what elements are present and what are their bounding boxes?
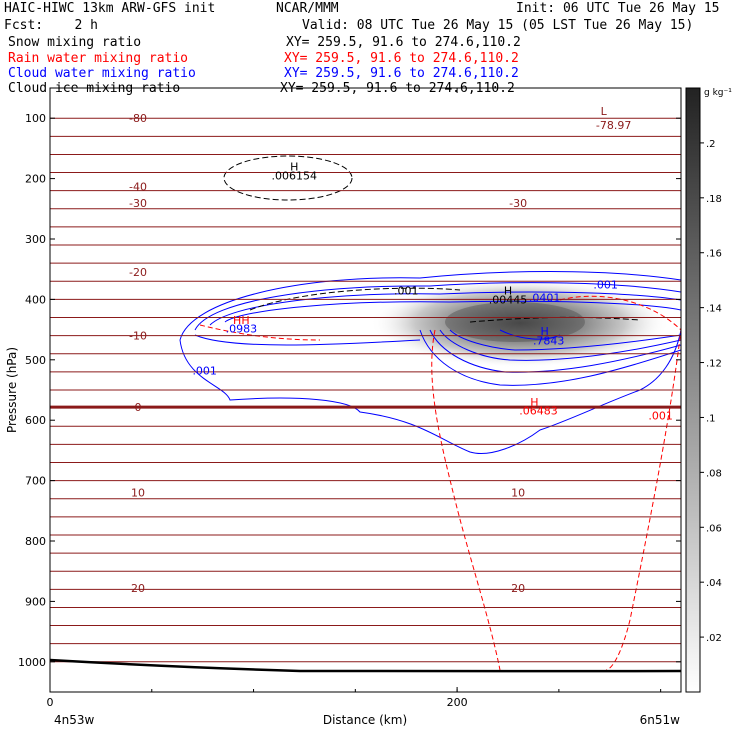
y-tick-label: 900 [25,595,46,608]
plot-frame [49,87,682,693]
field-xy-snow: XY= 259.5, 91.6 to 274.6,110.2 [286,35,521,50]
x-axis-title: Distance (km) [323,713,407,727]
field-name-rain: Rain water mixing ratio [8,51,189,66]
terrain-line [50,658,681,673]
temperature-label: -10 [129,330,147,343]
y-tick-label: 1000 [18,656,46,669]
colorbar-tick-label: .04 [706,578,722,589]
contour-label: .00445 [489,293,528,306]
temperature-label: 0 [135,401,142,414]
y-tick-label: 100 [25,112,46,125]
colorbar-tick-label: .2 [706,139,716,150]
y-axis-title: Pressure (hPa) [5,347,19,433]
field-xy-rain: XY= 259.5, 91.6 to 274.6,110.2 [284,51,519,66]
model-title: HAIC-HIWC 13km ARW-GFS init [4,1,216,16]
contour-label: .0983 [226,322,258,335]
contour-label: H [504,284,512,297]
forecast-hour: Fcst: 2 h [4,18,98,33]
low-value: -78.97 [596,119,631,132]
colorbar-tick-label: .12 [706,359,722,370]
contour-label: .006154 [272,170,318,183]
contour-label: H [540,325,548,338]
contour-label: .001 [593,278,618,291]
colorbar-tick-label: .02 [706,633,722,644]
colorbar-unit: g kg⁻¹ [704,88,732,98]
x-start-label: 4n53w [54,713,95,727]
cloud-water-contours [179,271,681,454]
rain-water-contours [199,295,681,671]
colorbar-tick-label: .06 [706,523,722,534]
y-tick-label: 200 [25,173,46,186]
contour-label: .06483 [519,405,558,418]
contour-label: .001 [394,284,419,297]
contour-label: .0401 [529,292,561,305]
temperature-label: 10 [131,487,145,500]
contour-label: H [290,161,298,174]
cloud-ice-core [445,302,585,342]
y-tick-label: 500 [25,354,46,367]
contour-label: .7843 [533,334,565,347]
colorbar-tick-label: .16 [706,249,722,260]
temperature-label: 20 [511,582,525,595]
temperature-label: -30 [509,197,527,210]
colorbar [685,87,701,693]
field-xy-cloudice: XY= 259.5, 91.6 to 274.6,110.2 [280,81,515,96]
temperature-label: -80 [129,112,147,125]
temperature-label: 10 [511,487,525,500]
colorbar-tick-label: .14 [706,304,722,315]
x-tick-label: 200 [447,696,468,709]
temperature-label: -30 [129,197,147,210]
low-marker: L [601,105,608,118]
contour-label: HH [233,314,250,327]
y-tick-label: 800 [25,535,46,548]
y-tick-label: 400 [25,293,46,306]
y-tick-label: 700 [25,475,46,488]
x-tick-label: 0 [47,696,54,709]
y-tick-label: 300 [25,233,46,246]
x-end-label: 6n51w [640,713,681,727]
temperature-contours [50,117,681,663]
org-label: NCAR/MMM [276,1,339,16]
field-xy-cloudwater: XY= 259.5, 91.6 to 274.6,110.2 [284,66,519,81]
colorbar-tick-label: .08 [706,468,722,479]
contour-label: .001 [192,365,217,378]
y-tick-label: 600 [25,414,46,427]
temperature-label: -20 [129,266,147,279]
field-name-cloudwater: Cloud water mixing ratio [8,66,196,81]
temperature-label: -40 [129,180,147,193]
valid-time: Valid: 08 UTC Tue 26 May 15 (05 LST Tue … [302,18,694,33]
colorbar-tick-label: .18 [706,194,722,205]
contour-label: .001 [648,409,673,422]
init-time: Init: 06 UTC Tue 26 May 15 [516,1,720,16]
temperature-label: 20 [131,582,145,595]
colorbar-tick-label: .1 [706,413,716,424]
field-name-snow: Snow mixing ratio [8,35,142,50]
contour-label: H [530,396,538,409]
